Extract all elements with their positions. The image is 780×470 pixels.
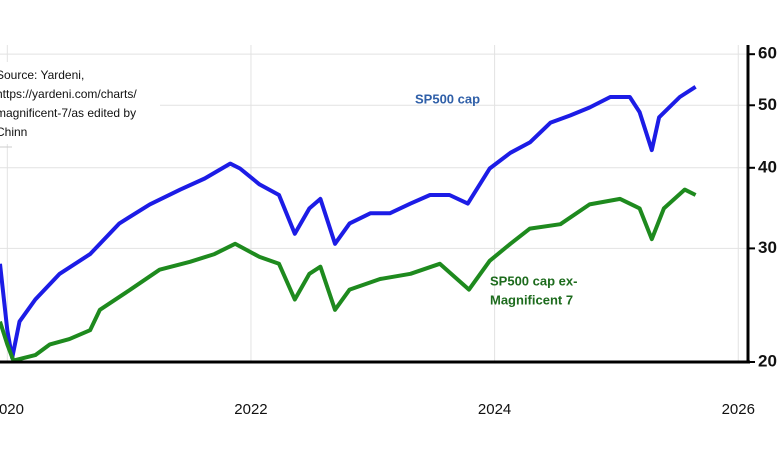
y-tick-label: 50 (758, 95, 777, 114)
source-text: https://yardeni.com/charts/ (0, 87, 137, 101)
annotation: Magnificent 7 (490, 292, 573, 307)
source-text: Source: Yardeni, (0, 68, 84, 82)
y-tick-label: 20 (758, 351, 777, 370)
y-tick-label: 40 (758, 157, 777, 176)
series-line (0, 187, 697, 363)
y-tick-label: 30 (758, 238, 777, 257)
annotation: SP500 cap ex- (490, 273, 577, 288)
source-text: magnificent-7/as edited by (0, 106, 136, 120)
source-box (0, 62, 160, 144)
y-tick-label: 60 (758, 44, 777, 63)
source-text: Chinn (0, 125, 27, 139)
annotation: SP500 cap (415, 91, 480, 106)
x-tick-label: 2024 (478, 401, 511, 418)
x-tick-label: 2026 (722, 401, 755, 418)
series-line (0, 85, 697, 360)
x-tick-label: 2022 (234, 401, 267, 418)
